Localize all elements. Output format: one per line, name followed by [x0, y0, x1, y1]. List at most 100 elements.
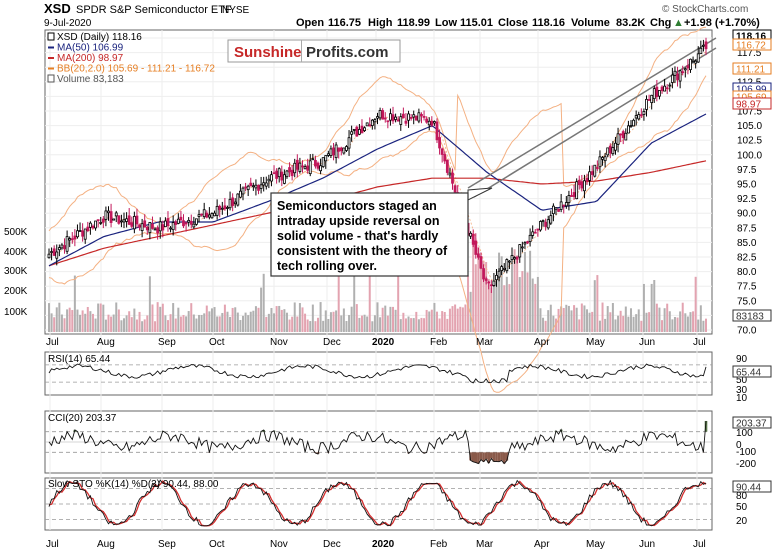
candle-body [246, 185, 250, 191]
candle-body [495, 274, 498, 281]
volume-bar [516, 255, 519, 332]
volume-bar [495, 279, 498, 332]
candle-body [564, 202, 568, 207]
candle-body [487, 281, 491, 284]
callout-line: intraday upside reversal on [277, 214, 440, 228]
candle-body [94, 220, 97, 229]
candle-body [451, 172, 454, 184]
volume-bar [681, 302, 684, 332]
volume-bar [371, 321, 374, 332]
volume-bar [573, 305, 576, 332]
volume-bar [210, 308, 213, 332]
candle-body [445, 159, 449, 173]
candle-body [50, 251, 53, 253]
volume-bar [143, 319, 146, 332]
volume-bar [270, 307, 273, 332]
candle-body [391, 114, 395, 122]
volume-bar [596, 275, 599, 332]
volume-bar [154, 321, 157, 332]
candle-body [523, 242, 527, 245]
volume-bar [48, 303, 50, 332]
price-tick-label: 117.5 [737, 48, 762, 59]
candle-body [652, 88, 656, 100]
callout-line: Semiconductors staged an [277, 199, 437, 213]
volume-bar [521, 271, 524, 332]
month-label-bottom: Jul [46, 539, 59, 550]
price-value-tag: 98.97 [736, 100, 761, 111]
callout-line: solid volume - that's hardly [277, 229, 438, 243]
volume-bar [169, 314, 172, 332]
rsi-value-tag: 65.44 [736, 368, 761, 379]
etf-name: SPDR S&P Semiconductor ETF [76, 4, 232, 16]
volume-bar [133, 308, 136, 332]
candle-body [539, 221, 542, 231]
candle-body [202, 209, 206, 218]
volume-bar [523, 251, 526, 332]
volume-bar [340, 315, 343, 332]
volume-bar [472, 238, 475, 332]
candle-body [251, 185, 255, 188]
volume-bar [221, 312, 224, 332]
volume-bar [319, 302, 322, 332]
month-label-bottom: May [586, 539, 605, 550]
price-tick-label: 87.5 [737, 223, 757, 234]
candle-body [593, 164, 597, 177]
candle-body [288, 167, 291, 173]
candle-body [187, 219, 191, 223]
price-value-tag: 106.99 [736, 85, 767, 96]
sto-value-tag: 90.44 [736, 483, 761, 494]
candle-body [624, 132, 628, 141]
copyright[interactable]: © StockCharts.com [662, 4, 748, 15]
price-tick-label: 77.5 [737, 282, 757, 293]
candle-body [81, 230, 85, 237]
cci-extreme-fill [479, 452, 483, 460]
volume-bar [508, 284, 511, 332]
volume-bar [342, 308, 345, 332]
sto-tick-label: 80 [736, 491, 748, 502]
candle-body [614, 142, 617, 151]
volume-bar [267, 313, 270, 332]
volume-bar [547, 310, 550, 332]
candle-body [280, 171, 284, 181]
volume-bar [655, 303, 658, 332]
volume-bar [666, 303, 669, 332]
candle-body [634, 115, 638, 119]
candle-body [55, 251, 59, 259]
volume-bar [469, 291, 472, 332]
volume-bar [239, 320, 242, 332]
volume-bar [288, 319, 291, 332]
price-tick-label: 100.0 [737, 150, 762, 161]
candle-body [619, 133, 623, 136]
volume-bar [384, 305, 387, 332]
price-tick-label: 92.5 [737, 194, 757, 205]
candle-body [215, 205, 219, 216]
volume-bar [138, 311, 141, 332]
candle-body [207, 214, 211, 218]
candle-body [244, 186, 247, 189]
volume-bar [159, 306, 162, 332]
candle-body [73, 235, 77, 240]
low-label: Low [435, 17, 457, 29]
ma200-line [48, 160, 707, 267]
candle-body [611, 147, 615, 155]
cci-extreme-fill [497, 452, 501, 462]
candle-body [572, 192, 576, 197]
candle-body [337, 147, 341, 152]
volume-bar [301, 307, 304, 332]
month-label-bottom: Sep [158, 539, 176, 550]
volume-bar [503, 285, 506, 332]
volume-bar [580, 303, 583, 332]
volume-bar [518, 277, 521, 332]
candle-body [471, 233, 475, 245]
volume-bar [117, 309, 120, 332]
candle-body [583, 180, 586, 192]
volume-bar [102, 304, 105, 332]
volume-bar [53, 317, 56, 332]
candle-body [153, 228, 157, 231]
candle-body [376, 116, 379, 119]
cci-extreme-fill [471, 452, 475, 462]
price-value-tag-box [732, 38, 772, 51]
axes: 120.0117.5115.0112.5110.0107.5105.0102.5… [4, 29, 772, 550]
candle-body [417, 112, 421, 122]
